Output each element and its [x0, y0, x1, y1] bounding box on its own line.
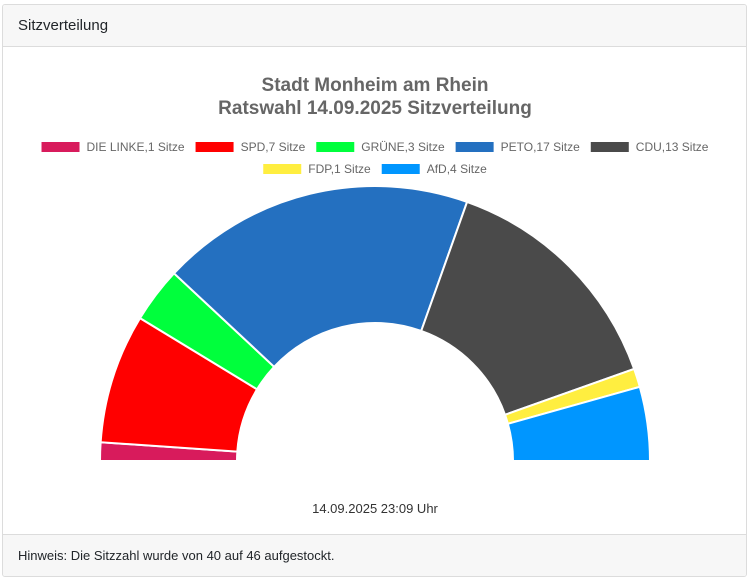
chart-arcs [98, 185, 652, 462]
legend-label-6[interactable]: AfD,4 Sitze [427, 162, 487, 176]
legend-label-1[interactable]: SPD,7 Sitze [241, 140, 306, 154]
chart-title-line-2: Ratswahl 14.09.2025 Sitzverteilung [218, 98, 532, 119]
legend-label-5[interactable]: FDP,1 Sitze [308, 162, 371, 176]
card-header: Sitzverteilung [3, 5, 746, 47]
arc-segment-3[interactable] [172, 185, 469, 369]
legend-swatch-1[interactable] [195, 142, 234, 152]
legend-label-3[interactable]: PETO,17 Sitze [501, 140, 580, 154]
legend-swatch-5[interactable] [263, 164, 302, 174]
legend-label-2[interactable]: GRÜNE,3 Sitze [361, 140, 445, 154]
chart-timestamp: 14.09.2025 23:09 Uhr [312, 501, 438, 516]
arc-segment-4[interactable] [419, 200, 636, 417]
legend-swatch-2[interactable] [316, 142, 355, 152]
legend-label-4[interactable]: CDU,13 Sitze [636, 140, 709, 154]
legend-swatch-6[interactable] [381, 164, 420, 174]
chart-legend: DIE LINKE,1 Sitze SPD,7 Sitze GRÜNE,3 Sitz… [41, 140, 709, 176]
legend-swatch-4[interactable] [590, 142, 629, 152]
card-footer-note: Hinweis: Die Sitzzahl wurde von 40 auf 4… [3, 534, 746, 576]
legend-swatch-0[interactable] [41, 142, 80, 152]
legend-swatch-3[interactable] [455, 142, 494, 152]
seat-distribution-chart: Stadt Monheim am Rhein Ratswahl 14.09.20… [41, 75, 709, 516]
legend-label-0[interactable]: DIE LINKE,1 Sitze [87, 140, 185, 154]
arc-segment-6[interactable] [506, 385, 652, 462]
chart-title-line-1: Stadt Monheim am Rhein [262, 75, 489, 96]
sitzverteilung-card: Sitzverteilung Stadt Monheim am Rhein Ra… [2, 4, 747, 577]
